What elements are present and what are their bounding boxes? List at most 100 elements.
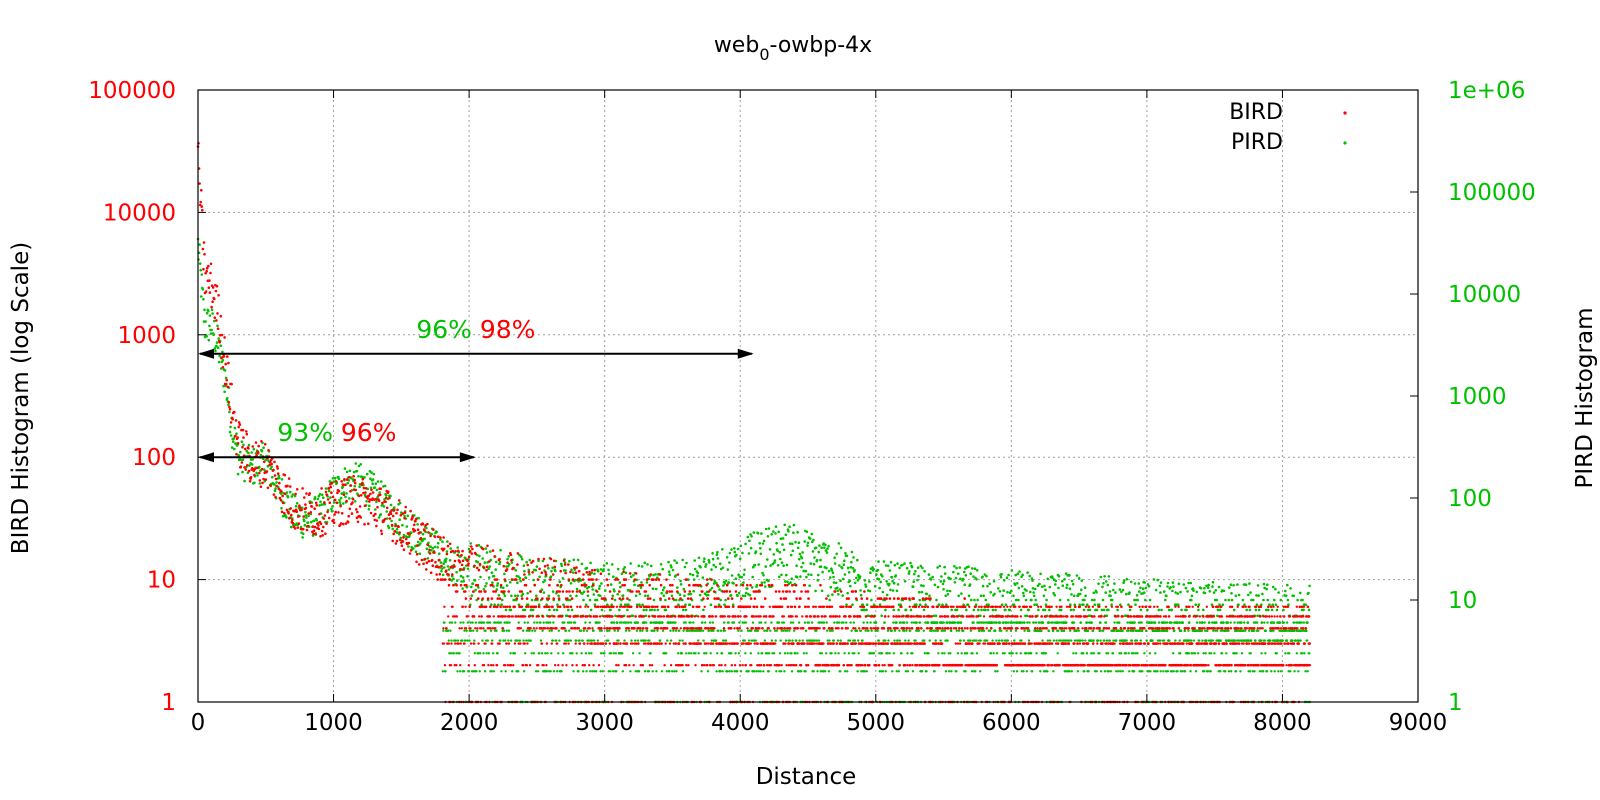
- point-pird: [872, 603, 876, 606]
- point-pird: [954, 576, 958, 580]
- point-pird: [661, 621, 664, 624]
- point-pird: [861, 639, 864, 642]
- point-pird: [250, 463, 254, 466]
- point-pird: [843, 670, 847, 673]
- point-pird: [212, 333, 215, 337]
- point-pird: [656, 608, 660, 612]
- point-pird: [607, 670, 610, 673]
- point-pird: [227, 403, 230, 407]
- point-pird: [577, 670, 580, 673]
- point-pird: [1032, 594, 1036, 598]
- point-pird: [777, 621, 781, 624]
- point-pird: [836, 639, 840, 642]
- point-pird: [830, 652, 833, 655]
- point-bird: [347, 514, 351, 518]
- point-bird: [407, 541, 411, 545]
- point-pird: [312, 519, 316, 523]
- point-pird: [1189, 639, 1193, 642]
- point-pird: [1112, 588, 1115, 592]
- point-pird: [910, 565, 914, 569]
- point-pird: [905, 629, 908, 632]
- point-pird: [692, 589, 695, 593]
- point-bird: [476, 627, 479, 630]
- point-pird: [709, 652, 712, 655]
- point-bird: [319, 522, 323, 526]
- point-pird: [1002, 589, 1005, 592]
- point-bird: [211, 286, 215, 289]
- point-pird: [414, 550, 418, 553]
- point-pird: [473, 579, 477, 582]
- point-bird: [565, 664, 568, 667]
- point-pird: [1083, 670, 1086, 673]
- point-bird: [574, 642, 577, 645]
- point-pird: [1306, 621, 1309, 624]
- point-pird: [1264, 608, 1268, 612]
- point-pird: [961, 577, 965, 581]
- point-pird: [425, 547, 429, 550]
- point-bird: [592, 583, 595, 587]
- point-pird: [540, 652, 544, 655]
- point-pird: [570, 568, 573, 572]
- point-pird: [796, 652, 799, 655]
- point-pird: [546, 652, 549, 655]
- point-pird: [1181, 670, 1184, 673]
- point-pird: [759, 621, 763, 624]
- point-pird: [1110, 603, 1113, 606]
- point-pird: [955, 629, 958, 632]
- point-pird: [448, 559, 452, 562]
- point-pird: [813, 639, 816, 642]
- point-bird: [477, 615, 481, 618]
- point-pird: [856, 670, 859, 673]
- point-pird: [1187, 652, 1191, 655]
- point-pird: [669, 629, 672, 632]
- point-pird: [826, 594, 830, 598]
- point-pird: [467, 670, 470, 673]
- point-pird: [1274, 587, 1277, 591]
- point-pird: [491, 581, 494, 584]
- point-pird: [1230, 592, 1233, 595]
- point-pird: [215, 344, 218, 348]
- point-bird: [575, 566, 578, 569]
- point-bird: [538, 605, 541, 608]
- point-bird: [202, 241, 206, 244]
- point-pird: [635, 629, 639, 632]
- point-pird: [554, 569, 557, 573]
- point-bird: [243, 466, 246, 469]
- point-pird: [603, 589, 607, 592]
- point-bird: [595, 578, 598, 581]
- point-bird: [466, 559, 469, 563]
- point-pird: [812, 670, 815, 673]
- point-pird: [1001, 594, 1004, 598]
- point-bird: [445, 569, 448, 572]
- point-pird: [1148, 652, 1152, 655]
- point-bird: [593, 568, 597, 572]
- point-pird: [738, 575, 741, 579]
- point-pird: [1134, 629, 1138, 632]
- point-bird: [482, 664, 486, 667]
- point-pird: [878, 586, 881, 590]
- point-pird: [851, 566, 855, 570]
- point-pird: [813, 556, 816, 559]
- point-pird: [1206, 629, 1209, 632]
- point-pird: [721, 639, 725, 642]
- point-pird: [205, 335, 208, 338]
- point-pird: [1029, 590, 1032, 594]
- point-pird: [1156, 578, 1159, 582]
- point-pird: [791, 549, 795, 553]
- point-pird: [346, 481, 350, 485]
- point-pird: [985, 574, 988, 578]
- point-bird: [249, 476, 253, 479]
- point-pird: [1145, 639, 1148, 642]
- point-bird: [203, 253, 206, 256]
- point-bird: [605, 605, 608, 609]
- point-bird: [601, 642, 605, 645]
- point-bird: [606, 627, 609, 630]
- point-pird: [810, 573, 813, 577]
- point-pird: [378, 491, 381, 494]
- point-pird: [589, 561, 592, 565]
- point-bird: [198, 182, 201, 185]
- point-pird: [576, 558, 580, 562]
- point-pird: [665, 670, 668, 673]
- point-bird: [226, 355, 229, 358]
- point-pird: [1087, 670, 1090, 673]
